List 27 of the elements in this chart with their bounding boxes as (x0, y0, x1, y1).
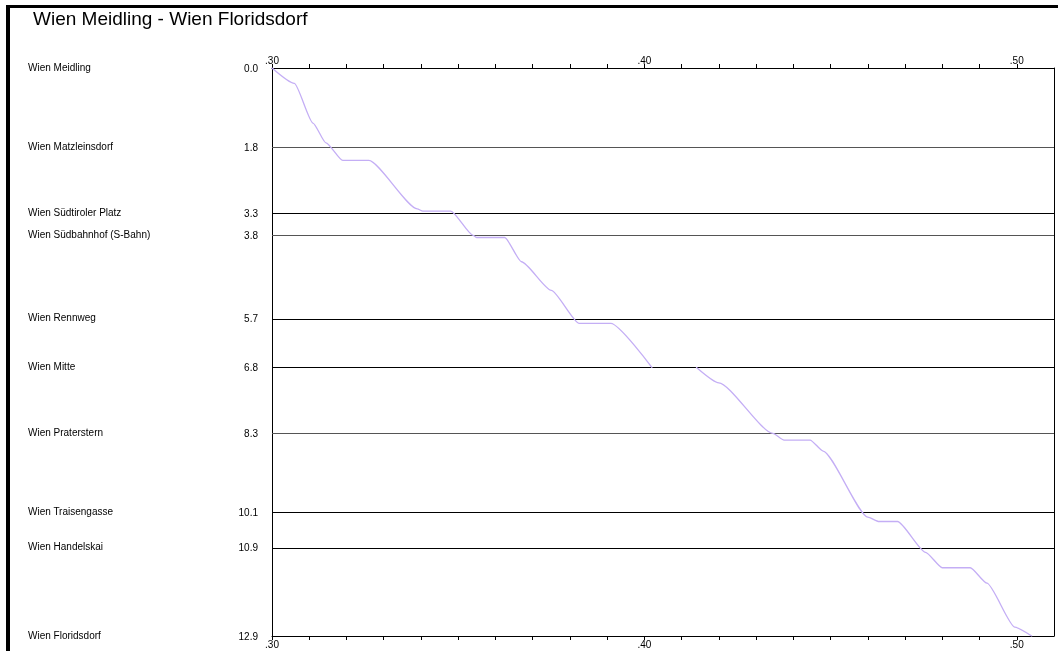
y-tick-label: 5.7 (244, 313, 259, 325)
y-tick-label: 3.3 (244, 207, 259, 219)
text: Wien Matzleinsdorf (28, 140, 114, 152)
y-tick-label: 10.9 (238, 542, 259, 554)
text: Wien Rennweg (28, 312, 96, 324)
chart-title: Wien Meidling - Wien Floridsdorf (33, 8, 309, 29)
x-tick-label: .30 (265, 638, 280, 650)
text: Wien Floridsdorf (28, 629, 102, 641)
x-tick-label: .50 (1009, 638, 1025, 650)
y-tick-label: 0.0 (244, 62, 259, 74)
text: Wien Südbahnhof (S-Bahn) (28, 228, 151, 240)
y-tick-label: 10.1 (238, 507, 259, 519)
text: Wien Traisengasse (28, 506, 114, 518)
y-tick-label: 6.8 (244, 361, 259, 373)
text: Wien Mitte (28, 360, 76, 372)
text: Wien Südtiroler Platz (28, 206, 122, 218)
text: Wien Meidling (28, 61, 91, 73)
x2-tick-label: .40 (637, 54, 652, 66)
y-tick-label: 3.8 (244, 229, 259, 241)
x-tick-label: .40 (637, 638, 652, 650)
text: Wien Praterstern (28, 426, 104, 438)
x2-tick-label: .30 (265, 54, 280, 66)
y-tick-label: 12.9 (238, 630, 259, 642)
x2-tick-label: .50 (1009, 54, 1025, 66)
y-tick-label: 1.8 (244, 141, 259, 153)
text: Wien Handelskai (28, 541, 104, 553)
y-tick-label: 8.3 (244, 427, 259, 439)
